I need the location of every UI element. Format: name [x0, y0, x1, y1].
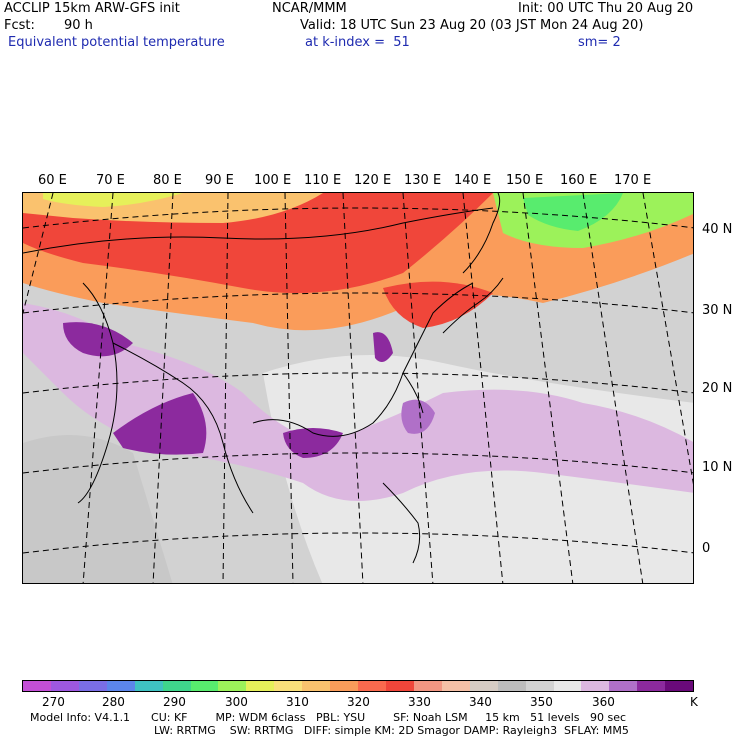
map-canvas: [23, 193, 693, 583]
lat-label: 40 N: [702, 222, 733, 237]
field-gray-sw: [23, 435, 173, 583]
level-info: at k-index = 51: [305, 35, 410, 50]
colorbar-label: 360: [592, 695, 615, 709]
org-label: NCAR/MMM: [272, 1, 347, 16]
variable-name: Equivalent potential temperature: [8, 35, 225, 50]
field-purple-wpac: [401, 399, 435, 434]
field-purple-china: [373, 332, 393, 362]
init-time: Init: 00 UTC Thu 20 Aug 20: [518, 1, 694, 16]
field-purple-indochina: [283, 428, 343, 458]
colorbar-swatch: [50, 681, 79, 691]
graticule: [23, 193, 693, 583]
colorbar-swatch: [441, 681, 470, 691]
lat-label: 30 N: [702, 303, 733, 318]
colorbar-label: 330: [408, 695, 431, 709]
colorbar: [22, 680, 694, 692]
colorbar-swatch: [190, 681, 219, 691]
model-title: ACCLIP 15km ARW-GFS init: [4, 1, 180, 16]
lon-label: 120 E: [354, 173, 392, 188]
lon-label: 110 E: [304, 173, 342, 188]
colorbar-label: 270: [42, 695, 65, 709]
colorbar-swatch: [78, 681, 107, 691]
colorbar-swatch: [525, 681, 554, 691]
lon-label: 170 E: [614, 173, 652, 188]
colorbar-swatch: [385, 681, 414, 691]
coastlines: [23, 193, 504, 564]
lat-label: 10 N: [702, 460, 733, 475]
colorbar-swatch: [553, 681, 582, 691]
colorbar-swatch: [609, 681, 638, 691]
lon-label: 140 E: [454, 173, 492, 188]
colorbar-swatch: [106, 681, 135, 691]
colorbar-label: 290: [163, 695, 186, 709]
lon-label: 130 E: [404, 173, 442, 188]
smoothing-info: sm= 2: [578, 35, 621, 50]
colorbar-label: 300: [225, 695, 248, 709]
lon-label: 90 E: [205, 173, 234, 188]
colorbar-swatch: [246, 681, 275, 691]
colorbar-swatch: [218, 681, 247, 691]
field-yellow-top: [43, 193, 183, 207]
footer-model-info: Model Info: V4.1.1 CU: KF MP: WDM 6class…: [30, 711, 627, 724]
lon-label: 70 E: [96, 173, 125, 188]
colorbar-swatch: [134, 681, 163, 691]
colorbar-swatch: [330, 681, 359, 691]
colorbar-swatch: [274, 681, 303, 691]
forecast-label: Fcst:: [4, 18, 35, 33]
colorbar-swatch: [665, 681, 694, 691]
lon-label: 80 E: [153, 173, 182, 188]
colorbar-label: 340: [469, 695, 492, 709]
field-purple-india-n: [63, 322, 133, 357]
colorbar-swatch: [581, 681, 610, 691]
colorbar-label: 320: [347, 695, 370, 709]
colorbar-swatch: [497, 681, 526, 691]
forecast-hours: 90 h: [64, 18, 93, 33]
colorbar-label: 350: [530, 695, 553, 709]
footer-physics-info: LW: RRTMG SW: RRTMG DIFF: simple KM: 2D …: [154, 724, 629, 737]
lon-label: 60 E: [38, 173, 67, 188]
colorbar-swatch: [413, 681, 442, 691]
lon-label: 100 E: [254, 173, 292, 188]
colorbar-swatch: [162, 681, 191, 691]
colorbar-swatch: [302, 681, 331, 691]
colorbar-label: 280: [102, 695, 125, 709]
colorbar-swatch: [23, 681, 51, 691]
lat-label: 20 N: [702, 381, 733, 396]
map-panel: [22, 192, 694, 584]
colorbar-unit: K: [690, 695, 698, 709]
colorbar-swatch: [358, 681, 386, 691]
colorbar-label: 310: [286, 695, 309, 709]
field-purple-bay: [113, 393, 207, 455]
lat-label: 0: [702, 541, 711, 556]
lon-label: 150 E: [506, 173, 544, 188]
field-green-core: [523, 193, 623, 231]
valid-time: Valid: 18 UTC Sun 23 Aug 20 (03 JST Mon …: [300, 18, 644, 33]
colorbar-swatch: [637, 681, 666, 691]
lon-label: 160 E: [560, 173, 598, 188]
colorbar-swatch: [469, 681, 498, 691]
